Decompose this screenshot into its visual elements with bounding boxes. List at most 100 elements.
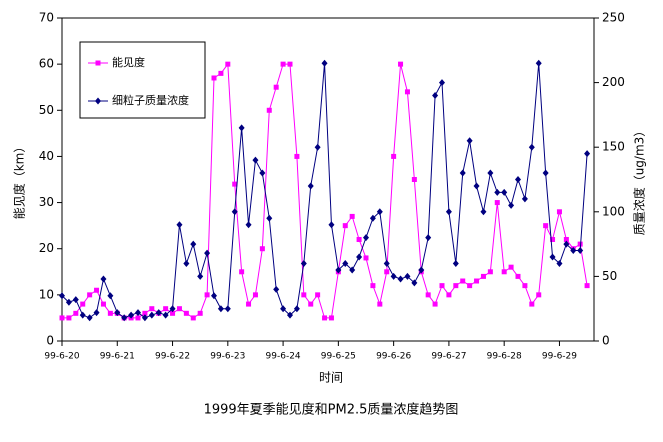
point (363, 234, 369, 242)
point (349, 213, 355, 219)
x-tick-label: 99-6-28 (487, 352, 522, 362)
point (335, 266, 342, 274)
point (515, 176, 521, 183)
point (273, 285, 280, 293)
chart-title: 1999年夏季能见度和PM2.5质量浓度趋势图 (204, 402, 459, 418)
point (328, 315, 334, 321)
point (301, 292, 307, 298)
point (480, 208, 487, 216)
point (550, 236, 556, 242)
point (418, 266, 425, 274)
point (246, 301, 252, 307)
point (141, 314, 148, 322)
point (114, 309, 121, 317)
point (142, 310, 148, 316)
point (224, 305, 231, 313)
point (148, 311, 155, 319)
point (515, 273, 521, 279)
point (252, 156, 259, 164)
point (162, 311, 169, 319)
point (190, 240, 197, 248)
point (432, 301, 438, 307)
point (135, 315, 141, 321)
point (356, 253, 363, 261)
y2-tick-label: 150 (602, 140, 625, 154)
point (556, 209, 562, 215)
point (528, 143, 535, 151)
point (404, 272, 411, 280)
point (231, 208, 238, 216)
point (563, 240, 570, 248)
point (217, 305, 224, 313)
point (521, 195, 528, 203)
point (87, 292, 93, 298)
point (100, 275, 107, 283)
point (86, 314, 93, 322)
point (308, 301, 314, 307)
point (80, 301, 86, 307)
point (501, 269, 507, 275)
point (473, 182, 480, 190)
point (211, 292, 217, 300)
point (453, 283, 459, 289)
point (501, 188, 508, 196)
legend-label: 能见度 (112, 55, 145, 69)
y2-tick-label: 50 (602, 269, 617, 283)
point (79, 311, 86, 319)
point (425, 234, 432, 242)
point (266, 214, 273, 222)
point (439, 283, 445, 289)
legend-box (79, 41, 206, 119)
point (170, 310, 176, 316)
point (370, 283, 376, 289)
point (342, 259, 349, 267)
point (66, 315, 72, 321)
point (342, 223, 348, 229)
point (315, 292, 321, 298)
point (135, 309, 141, 317)
point (176, 221, 183, 229)
point (107, 310, 113, 316)
point (218, 70, 224, 76)
legend-label: 细粒子质量浓度 (112, 93, 189, 107)
point (377, 301, 383, 307)
point (95, 60, 101, 66)
point (149, 306, 155, 312)
x-tick-label: 99-6-27 (431, 352, 466, 362)
point (121, 314, 128, 322)
point (584, 283, 590, 289)
point (549, 253, 556, 261)
point (390, 272, 397, 280)
point (570, 247, 577, 255)
point (300, 259, 307, 267)
point (556, 259, 563, 267)
x-tick-label: 99-6-21 (100, 352, 135, 362)
point (466, 137, 473, 145)
point (536, 292, 542, 298)
point (356, 236, 362, 242)
point (169, 305, 176, 313)
y-tick-label: 20 (39, 241, 54, 255)
point (307, 182, 314, 190)
point (314, 143, 321, 151)
point (280, 61, 286, 67)
point (383, 259, 390, 267)
point (232, 181, 238, 187)
point (163, 306, 169, 312)
point (72, 296, 79, 304)
y-tick-label: 10 (39, 287, 54, 301)
point (363, 255, 369, 261)
x-tick-label: 99-6-24 (266, 352, 301, 362)
point (287, 61, 293, 67)
point (349, 266, 356, 274)
point (480, 273, 486, 279)
point (273, 84, 279, 90)
point (280, 305, 287, 313)
point (542, 169, 549, 177)
point (543, 223, 549, 229)
point (411, 279, 418, 287)
point (563, 236, 569, 242)
point (59, 315, 65, 321)
point (211, 75, 217, 81)
y-tick-label: 60 (39, 57, 54, 71)
